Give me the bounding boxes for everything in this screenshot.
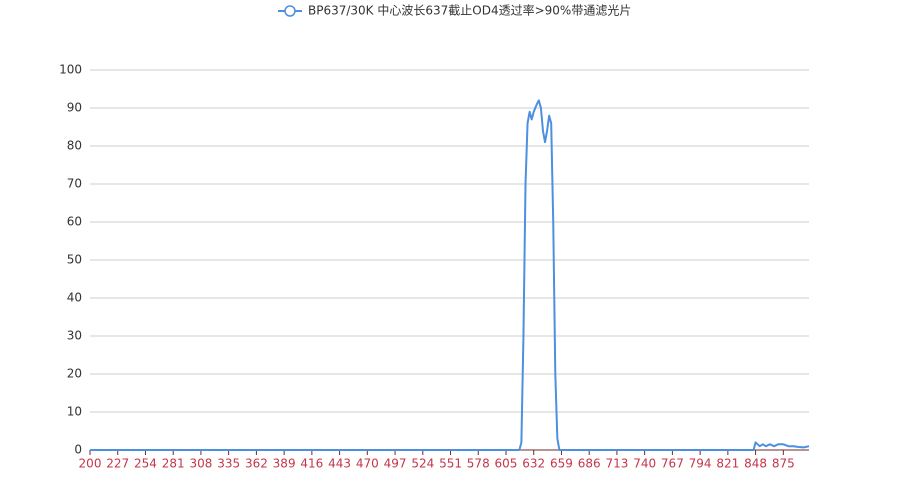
x-tick-label: 200 <box>79 457 102 471</box>
data-line <box>90 99 810 451</box>
x-tick-label: 794 <box>689 457 712 471</box>
x-tick-label: 227 <box>106 457 129 471</box>
x-tick-label: 605 <box>495 457 518 471</box>
y-tick-label: 10 <box>67 405 82 419</box>
x-tick-label: 470 <box>356 457 379 471</box>
y-tick-label: 30 <box>67 329 82 343</box>
x-tick-label: 524 <box>411 457 434 471</box>
x-tick-label: 281 <box>162 457 185 471</box>
x-tick-label: 686 <box>578 457 601 471</box>
x-tick-label: 767 <box>661 457 684 471</box>
legend-symbol <box>284 5 296 17</box>
y-tick-label: 100 <box>59 63 82 77</box>
x-tick-label: 551 <box>439 457 462 471</box>
y-tick-label: 90 <box>67 101 82 115</box>
x-tick-label: 740 <box>633 457 656 471</box>
y-tick-label: 80 <box>67 139 82 153</box>
x-tick-label: 578 <box>467 457 490 471</box>
y-tick-label: 0 <box>74 443 82 457</box>
x-tick-label: 875 <box>772 457 795 471</box>
x-tick-label: 497 <box>384 457 407 471</box>
x-tick-label: 308 <box>189 457 212 471</box>
y-tick-label: 40 <box>67 291 82 305</box>
x-tick-label: 254 <box>134 457 157 471</box>
x-tick-label: 389 <box>273 457 296 471</box>
legend[interactable]: BP637/30K 中心波长637截止OD4透过率>90%带通滤光片 <box>278 3 631 18</box>
legend-label: BP637/30K 中心波长637截止OD4透过率>90%带通滤光片 <box>308 3 631 18</box>
x-tick-label: 713 <box>605 457 628 471</box>
x-tick-label: 848 <box>744 457 767 471</box>
x-tick-label: 335 <box>217 457 240 471</box>
x-tick-label: 443 <box>328 457 351 471</box>
y-tick-label: 70 <box>67 177 82 191</box>
y-tick-label: 20 <box>67 367 82 381</box>
x-tick-label: 632 <box>522 457 545 471</box>
y-tick-label: 60 <box>67 215 82 229</box>
y-tick-label: 50 <box>67 253 82 267</box>
x-tick-label: 821 <box>716 457 739 471</box>
x-tick-label: 362 <box>245 457 268 471</box>
x-tick-label: 659 <box>550 457 573 471</box>
x-tick-label: 416 <box>300 457 323 471</box>
